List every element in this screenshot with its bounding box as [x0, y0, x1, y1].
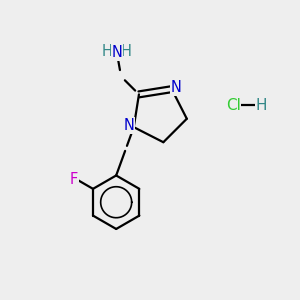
- Text: Cl: Cl: [226, 98, 241, 113]
- Text: N: N: [111, 45, 122, 60]
- Text: F: F: [70, 172, 78, 187]
- Text: H: H: [121, 44, 132, 59]
- Text: N: N: [171, 80, 182, 95]
- Text: H: H: [256, 98, 267, 113]
- Text: H: H: [102, 44, 113, 59]
- Text: N: N: [124, 118, 135, 133]
